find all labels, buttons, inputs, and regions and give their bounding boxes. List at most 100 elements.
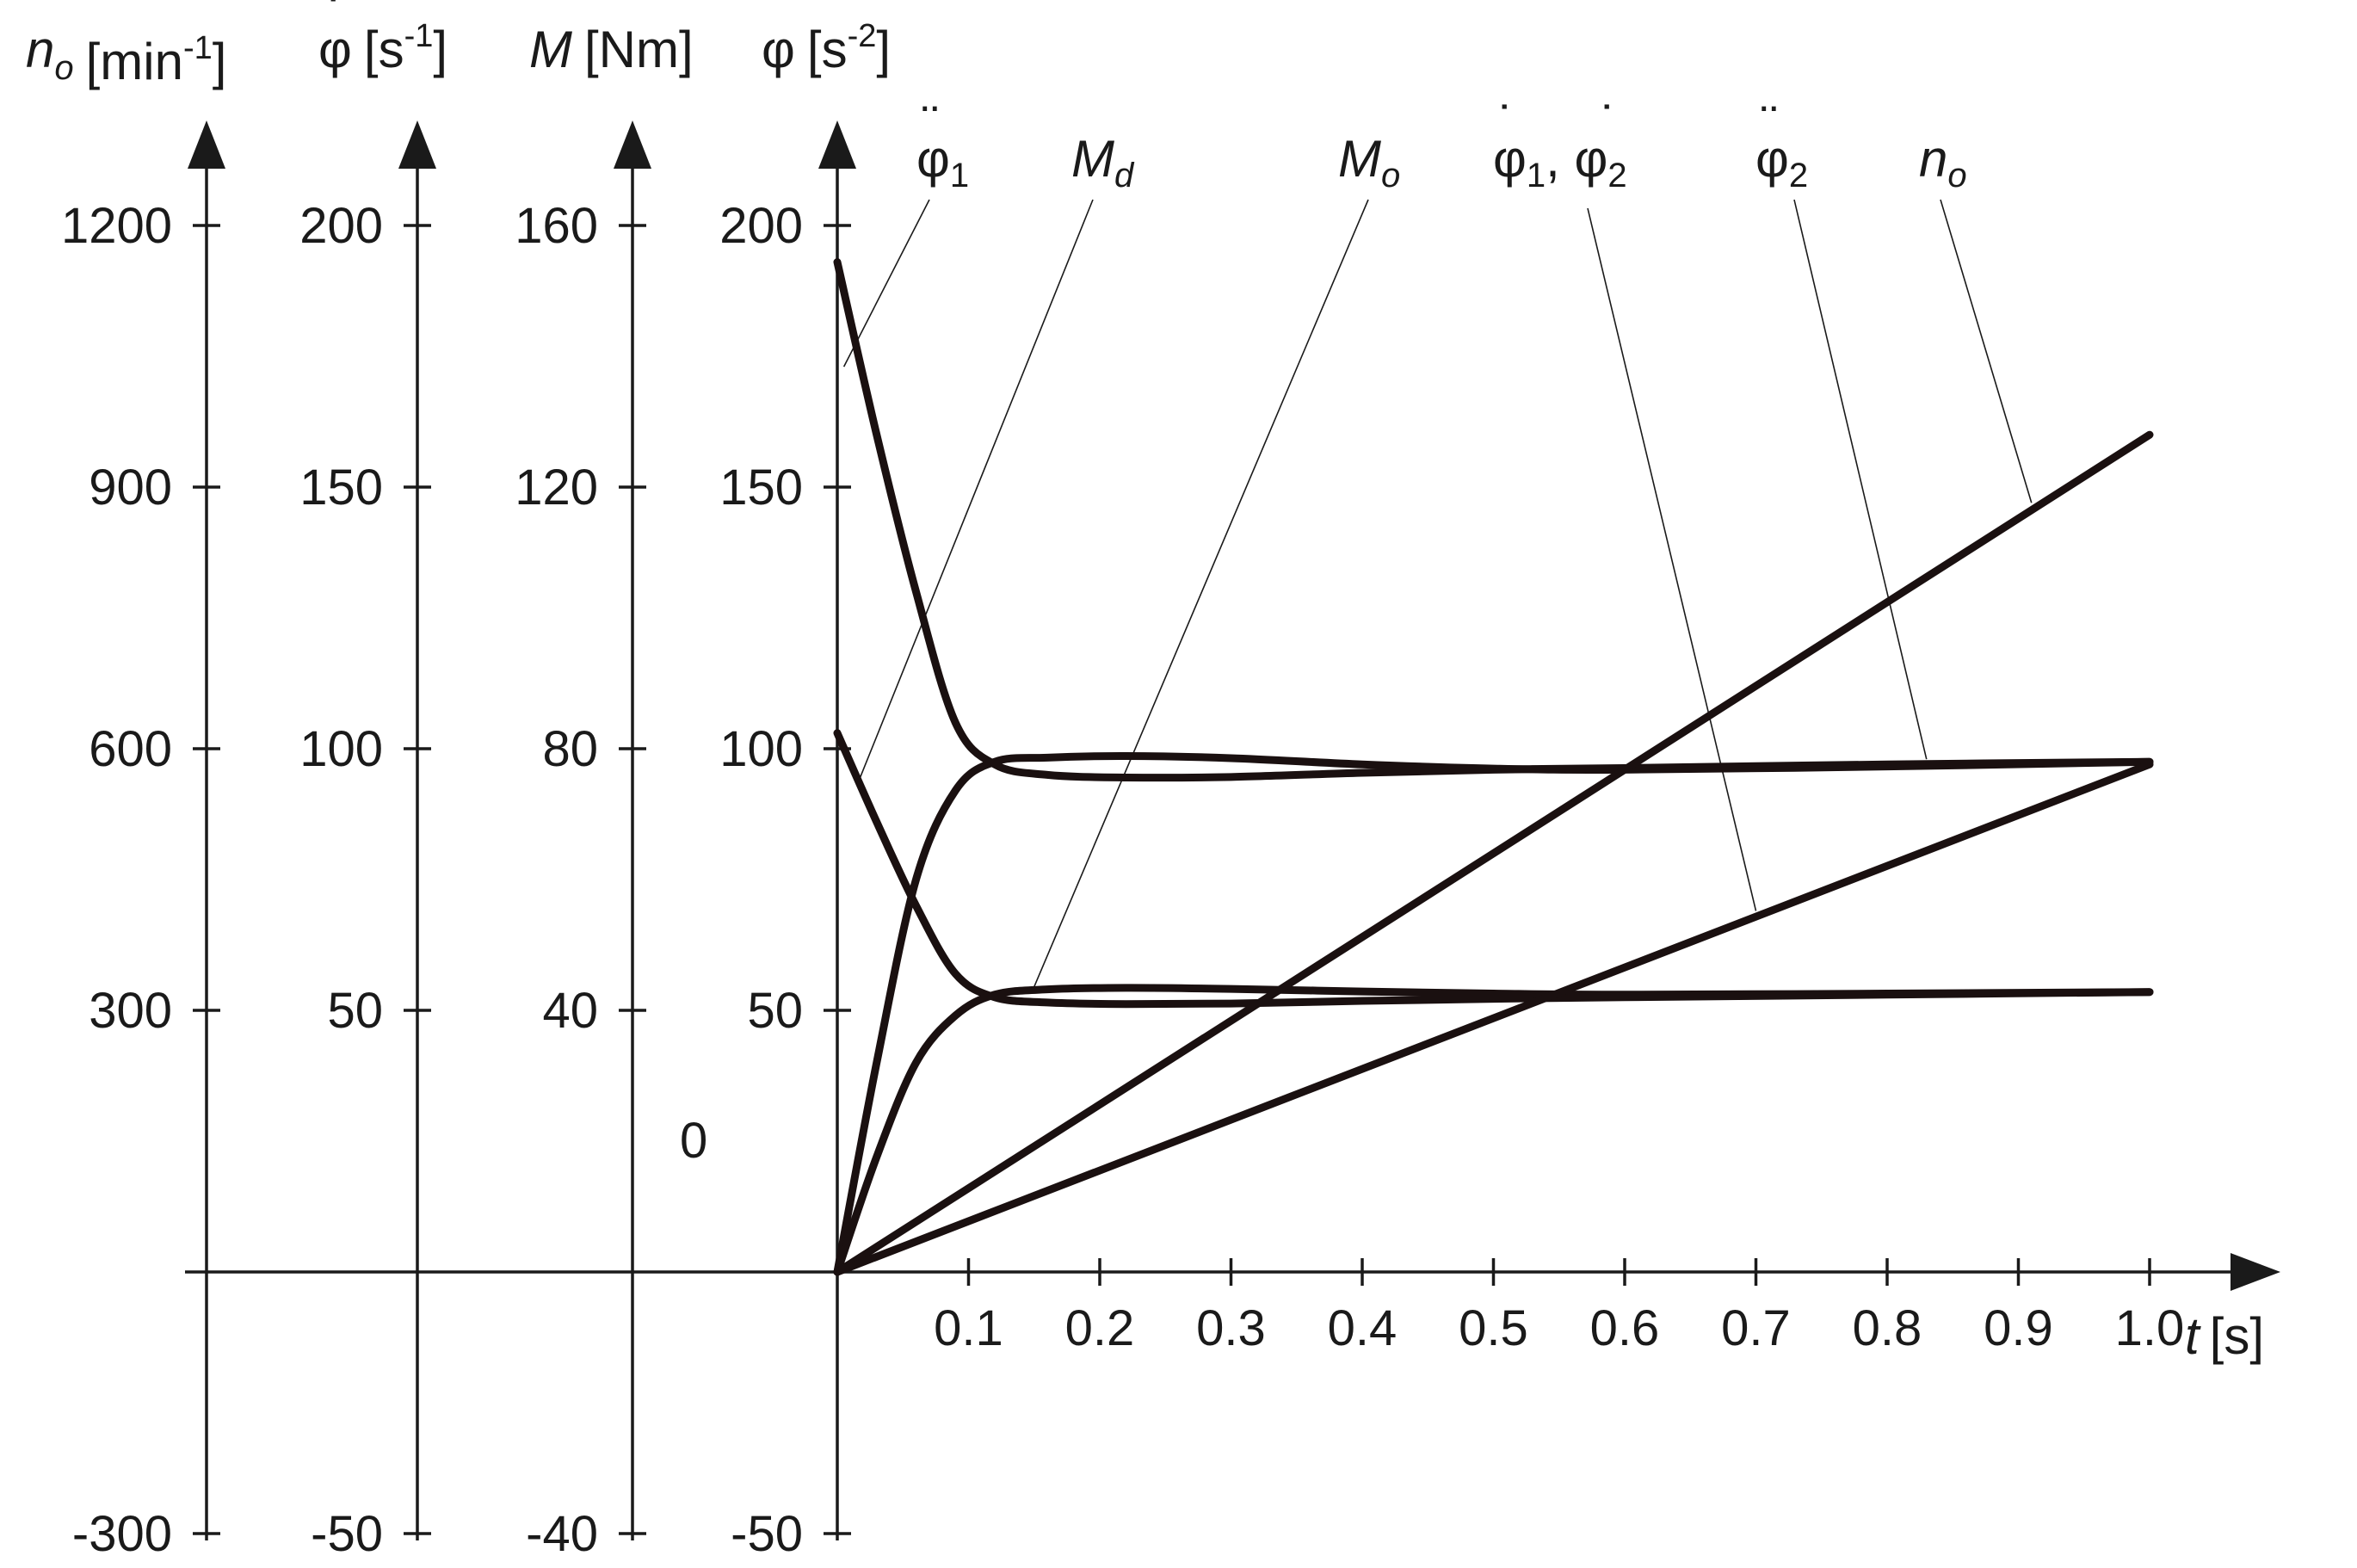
series-label-symbol: M — [1338, 130, 1381, 188]
y-axis-subscript: o — [54, 49, 73, 87]
y-tick-label: 150 — [299, 460, 383, 515]
x-tick-label: 0.5 — [1459, 1300, 1528, 1356]
series-label-text: φ2 — [1755, 130, 1808, 194]
series-label-dots: ˙ — [1498, 96, 1515, 153]
y-axis-arrow-icon — [818, 120, 856, 169]
y-axis-unit-end: ] — [433, 21, 447, 78]
series-label-symbol-2: φ — [1575, 130, 1608, 188]
y-axis-arrow-icon — [188, 120, 225, 169]
y-axis-title: M [Nm] — [529, 21, 694, 78]
series-label-symbol: n — [1919, 130, 1947, 188]
y-tick-label: 200 — [719, 198, 803, 254]
y-axis-unit-end: ] — [213, 33, 227, 90]
y-axis-unit: [s — [364, 21, 404, 78]
x-axis-arrow-icon — [2231, 1253, 2280, 1291]
x-axis-title: t [s] — [2185, 1307, 2264, 1365]
y-axis-3: 160 120 80 40 -40 — [515, 120, 651, 1562]
y-axis-unit-sup: -2 — [848, 18, 877, 54]
y-tick-label: 100 — [719, 721, 803, 777]
series-line-no — [833, 430, 2154, 1276]
series-label-symbol: φ — [1755, 130, 1789, 188]
series-label-text: φ1, φ2 — [1493, 130, 1627, 194]
y-axis-arrow-icon — [398, 120, 436, 169]
y-axis-title: φ [s-2] — [762, 18, 891, 78]
axis-titles-layer: no [min-1] φ [s-1]˙M [Nm] φ [s-2] — [26, 0, 891, 90]
series-line-phi1dd — [833, 258, 2154, 782]
x-axis-layer: 0.1 0.2 0.3 0.4 0.5 0.6 0.7 0.8 0.9 1.0 t [s] — [185, 1253, 2280, 1365]
series-layer — [833, 258, 2154, 1276]
x-axis-symbol: t — [2185, 1307, 2201, 1365]
series-label-dots: ¨ — [1761, 96, 1778, 153]
y-axis-title-2: φ [s-1]˙ — [318, 0, 447, 78]
series-label-phi1dd: φ1¨ — [916, 96, 969, 194]
series-label-text: Md — [1071, 130, 1135, 194]
y-tick-label: 150 — [719, 460, 803, 515]
y-axis-unit-sup: -1 — [183, 30, 213, 66]
x-tick-label: 0.6 — [1590, 1300, 1660, 1356]
y-tick-label: 120 — [515, 460, 598, 515]
y-axis-title: φ [s-1] — [318, 18, 447, 78]
y-axes-layer: 1200 900 600 300 -300 200 150 100 50 -50 160 120 80 4… — [61, 120, 856, 1562]
x-tick-label: 0.3 — [1196, 1300, 1266, 1356]
y-tick-label: -50 — [731, 1506, 803, 1562]
y-tick-label: 50 — [327, 983, 383, 1039]
y-axis-symbol: φ — [762, 21, 795, 78]
y-tick-label: 40 — [542, 983, 598, 1039]
series-label-text: φ1 — [916, 130, 969, 194]
y-tick-label: 100 — [299, 721, 383, 777]
y-axis-symbol: n — [26, 21, 54, 78]
y-axis-title: no [min-1] — [26, 21, 226, 90]
series-label-sub: 2 — [1789, 157, 1808, 194]
y-tick-label: 300 — [89, 983, 172, 1039]
x-axis: 0.1 0.2 0.3 0.4 0.5 0.6 0.7 0.8 0.9 1.0 t [s] — [185, 1253, 2280, 1365]
series-label-no: no — [1919, 130, 1967, 194]
series-line-Mo — [833, 984, 2154, 1276]
x-tick-label: 1.0 — [2115, 1300, 2185, 1356]
x-tick-label: 0.7 — [1721, 1300, 1791, 1356]
x-tick-label: 0.2 — [1065, 1300, 1135, 1356]
y-axis-title-1: no [min-1] — [26, 21, 226, 90]
series-line-phidot — [833, 760, 2154, 1276]
y-tick-label: -40 — [526, 1506, 598, 1562]
y-tick-label: -300 — [72, 1506, 172, 1562]
series-label-sub: o — [1381, 157, 1400, 194]
y-tick-label: 900 — [89, 460, 172, 515]
y-axis-title-4: φ [s-2] — [762, 18, 891, 78]
series-label-Mo: Mo — [1338, 130, 1400, 194]
series-label-symbol: φ — [916, 130, 950, 188]
series-label-Md: Md — [1071, 130, 1135, 194]
y-axis-unit-sup: -1 — [404, 18, 434, 54]
y-tick-label: 80 — [542, 721, 598, 777]
y-axis-title-3: M [Nm] — [529, 21, 694, 78]
y-axis-2: 200 150 100 50 -50 — [299, 120, 436, 1562]
series-label-sub-2: 2 — [1607, 157, 1626, 194]
y-axis-dot-accent: ˙ — [327, 0, 344, 46]
series-label-sub: o — [1947, 157, 1966, 194]
y-axis-1: 1200 900 600 300 -300 — [61, 120, 225, 1562]
series-label-sep: , — [1546, 130, 1574, 188]
series-label-sub: d — [1114, 157, 1135, 194]
y-axis-unit: [s — [807, 21, 848, 78]
y-axis-symbol: φ — [318, 21, 352, 78]
y-tick-label: -50 — [311, 1506, 383, 1562]
y-axis-arrow-icon — [614, 120, 651, 169]
leader-line-Mo — [1034, 199, 1369, 987]
series-label-text: no — [1919, 130, 1967, 194]
series-label-symbol: φ — [1493, 130, 1527, 188]
y-axis-unit: [min — [86, 33, 183, 90]
y-axis-unit: [Nm] — [584, 21, 694, 78]
y-tick-label: 1200 — [61, 198, 172, 254]
series-label-text: Mo — [1338, 130, 1400, 194]
leader-lines-layer — [842, 199, 2033, 987]
x-tick-label: 0.4 — [1328, 1300, 1398, 1356]
y-axis-unit-end: ] — [876, 21, 891, 78]
series-label-symbol: M — [1071, 130, 1114, 188]
zero-label: 0 — [680, 1113, 707, 1169]
series-labels-layer: φ1¨Md Mo φ1, φ2˙ ˙φ2¨no — [916, 96, 1967, 194]
y-tick-label: 50 — [747, 983, 803, 1039]
series-label-phi2dd: φ2¨ — [1755, 96, 1808, 194]
x-axis-unit: [s] — [2210, 1307, 2264, 1365]
x-tick-label: 0.8 — [1853, 1300, 1922, 1356]
series-label-sub: 1 — [950, 157, 969, 194]
